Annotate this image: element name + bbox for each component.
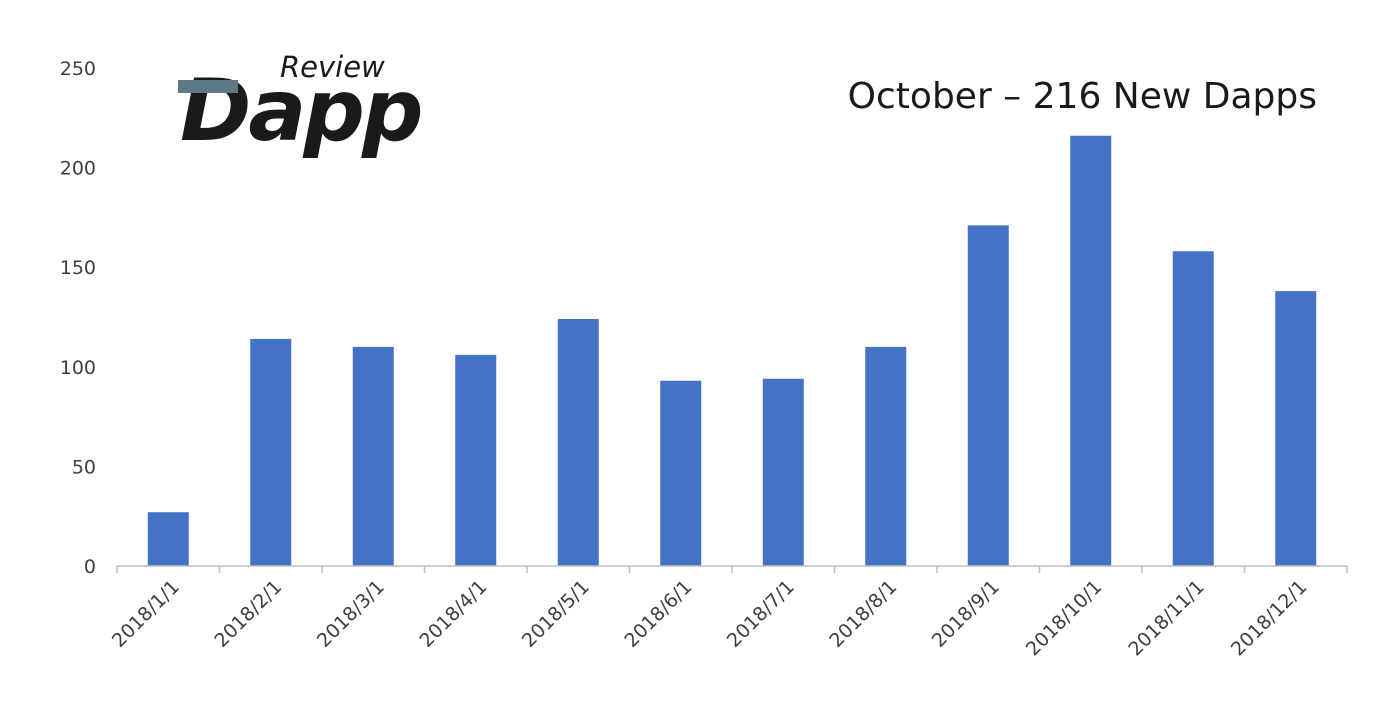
bar [660,380,702,566]
y-tick-label: 100 [60,357,96,379]
y-tick-label: 0 [84,556,96,578]
bar [1172,251,1214,566]
x-axis: 2018/1/1 2018/2/1 2018/3/1 2018/4/1 2018/5/1… [108,565,1348,660]
x-tick-label: 2018/3/1 [313,576,389,652]
x-tick-label: 2018/11/1 [1124,576,1208,660]
chart-annotation: October – 216 New Dapps [848,76,1317,117]
bar [557,318,599,566]
x-tick-label: 2018/10/1 [1022,576,1106,660]
y-axis: 0 50 100 150 200 250 [60,58,96,578]
logo-dapp-text: Dapp [180,61,421,161]
bar [1070,135,1112,566]
bar [967,225,1009,567]
x-tick-label: 2018/4/1 [415,576,491,652]
y-tick-label: 50 [72,456,96,478]
x-tick-label: 2018/5/1 [518,576,594,652]
y-tick-label: 150 [60,257,96,279]
logo-accent-bar [178,80,238,93]
bar [250,338,292,566]
bar [865,346,907,566]
x-tick-label: 2018/8/1 [825,576,901,652]
x-tick-label: 2018/2/1 [210,576,286,652]
bars [147,135,1317,567]
dapp-review-logo: Review Dapp [178,50,424,161]
x-tick-label: 2018/7/1 [723,576,799,652]
bar [455,354,497,566]
bar [352,346,394,566]
y-tick-label: 250 [60,58,96,80]
x-tick-label: 2018/12/1 [1227,576,1311,660]
x-tick-label: 2018/9/1 [928,576,1004,652]
bar [762,378,804,566]
bar [147,512,189,566]
bar [1275,291,1317,566]
logo-review-text: Review [280,50,385,84]
x-tick-label: 2018/1/1 [108,576,184,652]
x-tick-label: 2018/6/1 [620,576,696,652]
y-tick-label: 200 [60,158,96,180]
